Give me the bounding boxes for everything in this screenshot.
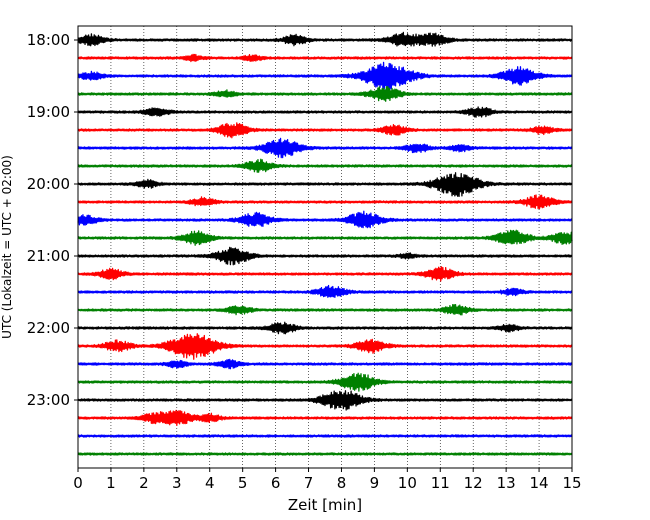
x-tick-label: 6 [271, 474, 281, 492]
x-tick-label: 15 [562, 474, 581, 492]
x-tick-label: 12 [464, 474, 483, 492]
x-tick-label: 7 [304, 474, 314, 492]
y-tick-label: 18:00 [27, 31, 70, 49]
y-tick-label: 23:00 [27, 391, 70, 409]
x-tick-label: 11 [431, 474, 450, 492]
trace-1900 [77, 106, 573, 118]
x-tick-label: 3 [172, 474, 182, 492]
plot-frame [77, 25, 573, 469]
y-axis-ticks: 18:00 19:00 20:00 21:00 22:00 23:00 [27, 31, 78, 409]
x-tick-label: 2 [139, 474, 149, 492]
trace-2245 [77, 372, 573, 392]
trace-1830 [77, 61, 573, 91]
x-tick-label: 9 [370, 474, 380, 492]
x-tick-label: 4 [205, 474, 215, 492]
trace-1930 [77, 137, 573, 159]
trace-2100 [77, 246, 573, 266]
x-tick-label: 0 [73, 474, 83, 492]
trace-2045 [77, 229, 573, 246]
x-tick-label: 13 [497, 474, 516, 492]
y-tick-label: 21:00 [27, 247, 70, 265]
trace-2145 [77, 304, 573, 316]
trace-1815 [77, 53, 573, 63]
x-tick-label: 8 [337, 474, 347, 492]
trace-2300 [77, 390, 573, 411]
trace-2330 [77, 434, 573, 438]
trace-2315 [77, 409, 573, 426]
trace-1945 [77, 158, 573, 173]
x-tick-label: 5 [238, 474, 248, 492]
trace-2015 [77, 194, 573, 210]
trace-2200 [77, 321, 573, 335]
trace-2130 [77, 284, 573, 299]
trace-group [77, 31, 573, 456]
trace-1915 [77, 122, 573, 139]
x-axis-ticks: 0 1 2 3 4 5 6 7 8 9 10 11 12 13 14 15 [73, 468, 582, 492]
trace-2215 [77, 333, 573, 360]
trace-1800 [77, 31, 573, 47]
trace-1845 [77, 85, 573, 102]
x-axis-label: Zeit [min] [288, 496, 362, 514]
y-tick-label: 19:00 [27, 103, 70, 121]
trace-2000 [77, 172, 573, 197]
y-tick-label: 22:00 [27, 319, 70, 337]
x-tick-label: 14 [530, 474, 549, 492]
y-tick-label: 20:00 [27, 175, 70, 193]
x-tick-label: 10 [398, 474, 417, 492]
trace-2345 [77, 452, 573, 456]
trace-2230 [77, 358, 573, 370]
trace-2030 [77, 210, 573, 229]
x-tick-label: 1 [106, 474, 116, 492]
y-axis-label: UTC (Lokalzeit = UTC + 02:00) [0, 155, 14, 339]
trace-2115 [77, 266, 573, 282]
